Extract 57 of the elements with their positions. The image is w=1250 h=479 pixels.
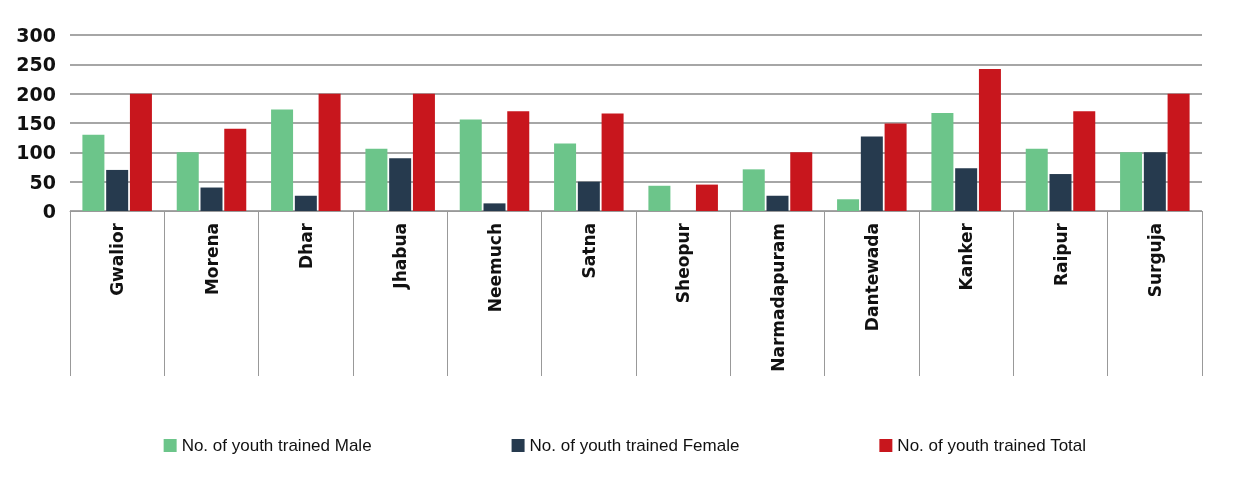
bar [1167,93,1190,211]
bar [695,184,718,211]
bar [200,187,223,211]
bar [978,69,1001,211]
bar [82,134,105,211]
bar [483,203,506,211]
bar [1049,174,1072,211]
x-tick-label: Narmadapuram [767,223,788,372]
bar [271,109,294,211]
legend-label: No. of youth trained Female [529,436,740,455]
bar [389,158,412,211]
x-tick-label: Surguja [1144,223,1165,298]
bar [1025,148,1048,211]
y-tick-label: 150 [16,112,56,134]
x-tick-label: Jhabua [390,223,411,290]
x-tick-label: Sheopur [673,222,694,304]
bar [1120,152,1143,211]
x-tick-label: Dantewada [861,223,882,332]
bar [459,119,482,211]
legend-label: No. of youth trained Total [897,436,1087,455]
x-tick-label: Satna [578,223,599,279]
bar [577,181,600,211]
x-tick-label: Kanker [956,222,977,291]
y-tick-label: 200 [16,82,56,105]
bar [790,152,813,211]
bar [507,111,530,211]
bar [601,113,624,211]
bar [1143,152,1166,211]
x-tick-label: Morena [201,223,222,296]
bar [742,169,765,211]
bar [129,93,152,211]
bar [931,113,954,211]
bar [365,148,388,211]
x-tick-label: Neemuch [484,223,505,313]
bar [860,136,883,211]
x-tick-label: Gwalior [107,222,128,296]
y-tick-label: 250 [16,53,56,76]
x-tick-label: Dhar [295,222,316,270]
y-tick-label: 0 [42,200,56,222]
bar [224,128,247,211]
bar [412,93,435,211]
legend-label: No. of youth trained Male [181,436,372,455]
y-tick-label: 50 [29,170,56,193]
bar [318,93,341,211]
bar [294,195,317,211]
bar [648,185,671,211]
bar [106,169,129,211]
bar [176,152,199,211]
bar [837,199,860,211]
bar [554,143,577,211]
bar [766,195,789,211]
bar [955,168,978,211]
y-tick-label: 100 [16,141,56,164]
bar [884,123,907,211]
y-tick-label: 300 [16,24,56,46]
bar [1073,111,1096,211]
x-tick-label: Raipur [1050,222,1071,287]
